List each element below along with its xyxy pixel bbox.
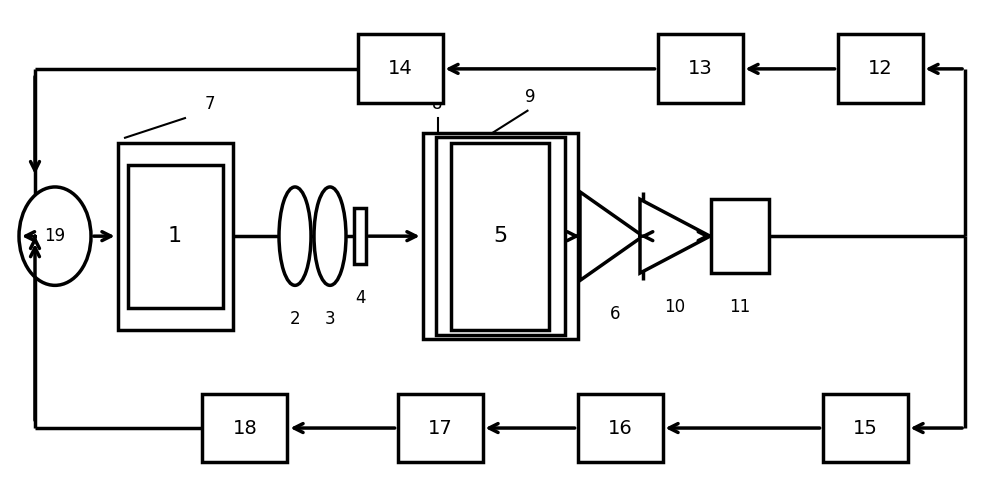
- Text: 16: 16: [608, 419, 632, 437]
- Text: 11: 11: [729, 298, 751, 316]
- Bar: [422, 133, 578, 339]
- Bar: [436, 137, 564, 335]
- Text: 3: 3: [325, 310, 335, 328]
- Polygon shape: [580, 192, 643, 280]
- Text: 19: 19: [44, 227, 66, 245]
- Bar: [398, 394, 482, 462]
- Text: 6: 6: [610, 305, 620, 323]
- Bar: [838, 34, 922, 103]
- Text: 15: 15: [853, 419, 877, 437]
- Text: 18: 18: [233, 419, 257, 437]
- Bar: [578, 394, 662, 462]
- Bar: [354, 208, 366, 264]
- Text: 9: 9: [525, 88, 536, 106]
- Bar: [202, 394, 287, 462]
- Text: 7: 7: [205, 95, 215, 113]
- Bar: [711, 199, 769, 273]
- Polygon shape: [640, 199, 710, 273]
- Ellipse shape: [279, 187, 311, 285]
- Ellipse shape: [19, 187, 91, 285]
- Bar: [118, 143, 232, 330]
- Text: 1: 1: [168, 226, 182, 246]
- Text: 4: 4: [355, 289, 365, 307]
- Bar: [128, 165, 222, 308]
- Text: 14: 14: [388, 60, 412, 78]
- Text: 2: 2: [290, 310, 300, 328]
- Bar: [822, 394, 908, 462]
- Ellipse shape: [314, 187, 346, 285]
- Bar: [451, 143, 549, 330]
- Text: 17: 17: [428, 419, 452, 437]
- Text: 10: 10: [664, 298, 686, 316]
- Text: 8: 8: [432, 95, 443, 113]
- Text: 5: 5: [493, 226, 507, 246]
- Bar: [658, 34, 742, 103]
- Bar: [358, 34, 443, 103]
- Text: 13: 13: [688, 60, 712, 78]
- Text: 12: 12: [868, 60, 892, 78]
